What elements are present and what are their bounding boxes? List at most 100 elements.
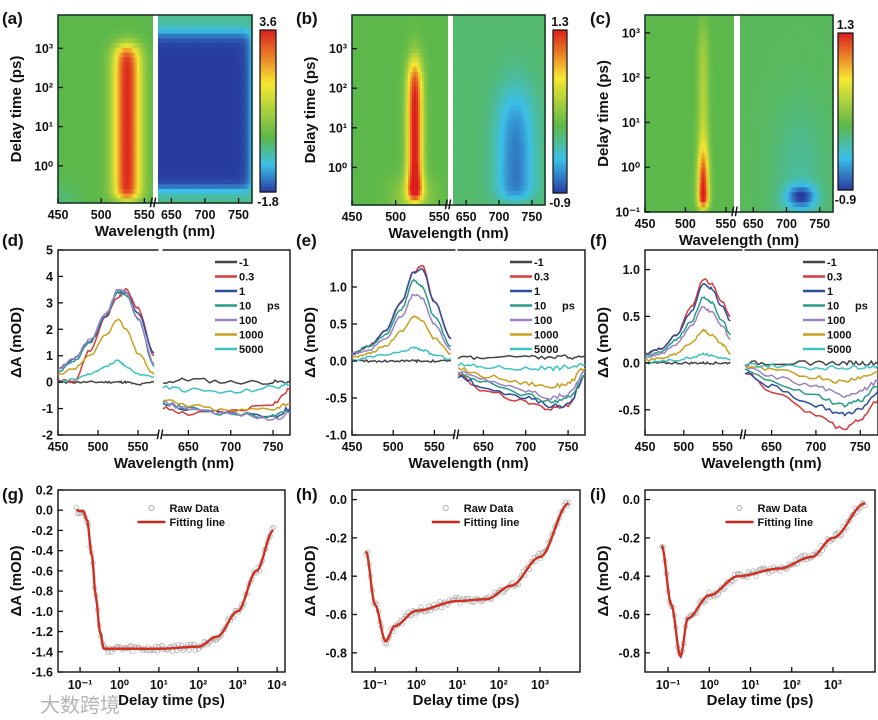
heatmap-cell bbox=[193, 160, 196, 166]
heatmap-cell bbox=[187, 123, 190, 129]
heatmap-cell bbox=[151, 123, 154, 129]
heatmap-cell bbox=[386, 200, 389, 206]
heatmap-cell bbox=[378, 157, 381, 163]
heatmap-cell bbox=[127, 66, 130, 72]
heatmap-cell bbox=[158, 43, 161, 49]
heatmap-cell bbox=[163, 188, 167, 195]
heatmap-cell bbox=[197, 174, 200, 181]
heatmap-cell bbox=[105, 146, 109, 152]
heatmap-cell bbox=[133, 188, 136, 195]
heatmap-cell bbox=[167, 33, 171, 40]
heatmap-cell bbox=[111, 113, 115, 119]
heatmap-cell bbox=[111, 137, 115, 143]
heatmap-cell bbox=[248, 146, 251, 152]
heatmap-cell bbox=[165, 104, 169, 110]
heatmap-cell bbox=[199, 15, 202, 21]
heatmap-cell bbox=[99, 109, 103, 115]
heatmap-cell bbox=[139, 179, 142, 185]
heatmap-cell bbox=[183, 174, 187, 181]
heatmap-cell bbox=[87, 85, 91, 91]
heatmap-cell bbox=[59, 76, 63, 82]
y-tick-label: 10⁰ bbox=[34, 159, 54, 173]
heatmap-cell bbox=[79, 123, 83, 129]
heatmap-cell bbox=[125, 76, 128, 82]
heatmap-cell bbox=[356, 76, 359, 83]
heatmap-cell bbox=[242, 127, 245, 134]
heatmap-cell bbox=[169, 94, 173, 101]
heatmap-cell bbox=[111, 99, 115, 105]
heatmap-cell bbox=[119, 118, 122, 124]
heatmap-cell bbox=[374, 176, 377, 182]
heatmap-cell bbox=[137, 29, 140, 35]
heatmap-cell bbox=[169, 141, 173, 148]
heatmap-cell bbox=[161, 38, 165, 44]
heatmap-cell bbox=[218, 127, 222, 134]
heatmap-cell bbox=[73, 24, 77, 30]
heatmap-cell bbox=[125, 62, 128, 68]
heatmap-cell bbox=[77, 43, 81, 49]
heatmap-cell bbox=[220, 52, 224, 58]
heatmap-cell bbox=[105, 156, 109, 162]
heatmap-cell bbox=[244, 43, 247, 49]
heatmap-cell bbox=[95, 52, 99, 58]
heatmap-cell bbox=[244, 123, 247, 129]
heatmap-cell bbox=[380, 43, 383, 49]
heatmap-cell bbox=[167, 104, 171, 110]
heatmap-cell bbox=[193, 66, 196, 72]
heatmap-cell bbox=[248, 113, 251, 119]
heatmap-cell bbox=[370, 148, 373, 154]
heatmap-cell bbox=[183, 165, 187, 171]
heatmap-cell bbox=[236, 52, 239, 58]
heatmap-cell bbox=[87, 146, 91, 152]
heatmap-cell bbox=[181, 94, 185, 101]
heatmap-cell bbox=[372, 133, 375, 140]
heatmap-cell bbox=[163, 156, 167, 162]
heatmap-cell bbox=[135, 156, 138, 162]
heatmap-cell bbox=[203, 123, 206, 129]
heatmap-cell bbox=[65, 165, 69, 171]
heatmap-cell bbox=[368, 148, 371, 154]
heatmap-cell bbox=[69, 85, 73, 91]
heatmap-cell bbox=[81, 123, 85, 129]
heatmap-cell bbox=[99, 132, 103, 138]
heatmap-cell bbox=[83, 24, 87, 30]
heatmap-cell bbox=[79, 38, 83, 44]
heatmap-cell bbox=[400, 171, 403, 178]
heatmap-cell bbox=[208, 198, 212, 204]
heatmap-cell bbox=[244, 188, 247, 195]
heatmap-cell bbox=[87, 198, 91, 204]
heatmap-cell bbox=[201, 137, 204, 143]
heatmap-cell bbox=[131, 47, 134, 54]
heatmap-cell bbox=[356, 110, 359, 116]
heatmap-cell bbox=[87, 160, 91, 166]
heatmap-cell bbox=[63, 29, 67, 35]
heatmap-cell bbox=[163, 146, 167, 152]
heatmap-cell bbox=[95, 47, 99, 54]
heatmap-cell bbox=[169, 165, 173, 171]
heatmap-cell bbox=[224, 104, 228, 110]
heatmap-cell bbox=[177, 104, 181, 110]
heatmap-cell bbox=[224, 109, 228, 115]
heatmap-cell bbox=[248, 156, 251, 162]
heatmap-cell bbox=[378, 143, 381, 149]
heatmap-cell bbox=[107, 38, 111, 44]
heatmap-cell bbox=[224, 170, 228, 176]
heatmap-cell bbox=[159, 33, 163, 40]
heatmap-cell bbox=[79, 76, 83, 82]
heatmap-cell bbox=[97, 141, 101, 148]
heatmap-cell bbox=[179, 80, 183, 87]
heatmap-cell bbox=[236, 160, 239, 166]
heatmap-cell bbox=[396, 15, 399, 21]
heatmap-cell bbox=[175, 80, 179, 87]
heatmap-cell bbox=[143, 132, 146, 138]
heatmap-cell bbox=[117, 123, 120, 129]
heatmap-cell bbox=[210, 47, 214, 54]
heatmap-cell bbox=[91, 38, 95, 44]
heatmap-cell bbox=[240, 90, 243, 96]
heatmap-cell bbox=[199, 57, 202, 63]
heatmap-cell bbox=[59, 184, 63, 190]
heatmap-cell bbox=[208, 193, 212, 199]
heatmap-cell bbox=[125, 165, 128, 171]
heatmap-cell bbox=[117, 132, 120, 138]
heatmap-cell bbox=[103, 198, 107, 204]
